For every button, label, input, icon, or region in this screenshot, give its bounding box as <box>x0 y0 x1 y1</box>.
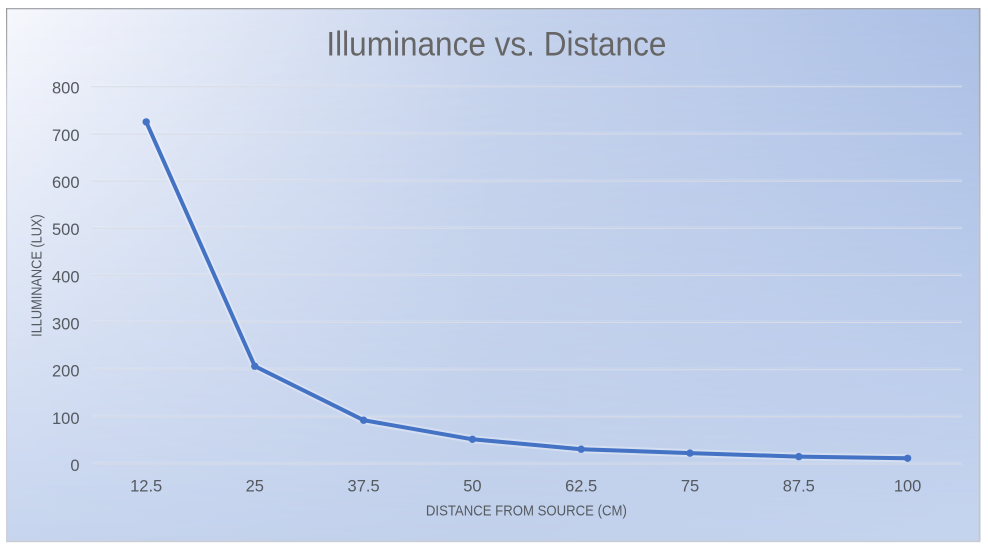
svg-text:12.5: 12.5 <box>130 478 162 496</box>
svg-text:100: 100 <box>52 410 80 428</box>
svg-text:800: 800 <box>52 80 80 98</box>
svg-text:300: 300 <box>52 315 80 333</box>
svg-text:DISTANCE FROM SOURCE (CM): DISTANCE FROM SOURCE (CM) <box>426 502 627 519</box>
svg-text:200: 200 <box>52 363 80 381</box>
svg-text:Illuminance vs. Distance: Illuminance vs. Distance <box>326 25 666 63</box>
svg-text:62.5: 62.5 <box>565 478 597 496</box>
svg-text:50: 50 <box>463 478 481 496</box>
svg-text:100: 100 <box>894 478 922 496</box>
svg-text:0: 0 <box>70 457 79 475</box>
svg-text:25: 25 <box>246 478 264 496</box>
svg-text:500: 500 <box>52 221 80 239</box>
svg-text:37.5: 37.5 <box>348 478 380 496</box>
svg-text:400: 400 <box>52 268 80 286</box>
svg-text:600: 600 <box>52 174 80 192</box>
svg-text:700: 700 <box>52 127 80 145</box>
svg-text:75: 75 <box>681 478 699 496</box>
svg-text:ILLUMINANCE (LUX): ILLUMINANCE (LUX) <box>29 214 46 337</box>
svg-text:87.5: 87.5 <box>783 478 815 496</box>
